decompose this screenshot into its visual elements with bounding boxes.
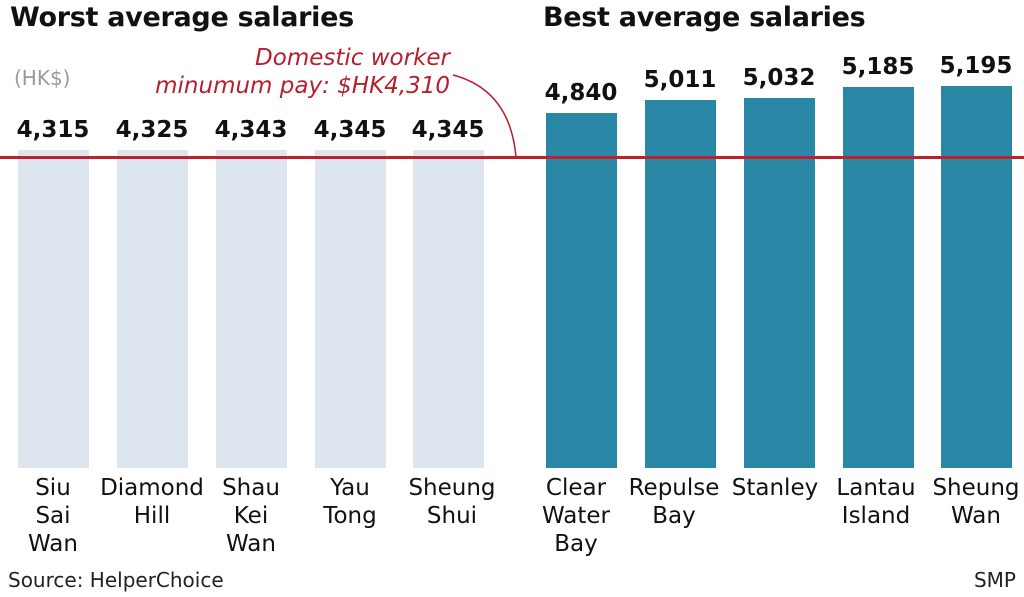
category-label: Clear Water Bay — [542, 475, 610, 557]
bar-clear-water-bay — [546, 113, 617, 468]
bar-siu-sai-wan — [18, 150, 89, 468]
annotation-leader-line — [452, 74, 517, 158]
value-label: 5,185 — [841, 54, 915, 80]
category-label: Siu Sai Wan — [28, 475, 78, 557]
bar-lantau-island — [843, 87, 914, 468]
annotation-line-1: Domestic worker — [255, 45, 450, 71]
bar-stanley — [744, 98, 815, 468]
value-label: 4,345 — [411, 117, 485, 143]
bar-repulse-bay — [645, 100, 716, 468]
best-chart-title: Best average salaries — [543, 2, 866, 33]
annotation-line-2: minumum pay: $HK4,310 — [155, 73, 450, 99]
category-label: Diamond Hill — [100, 475, 204, 529]
category-label: Lantau Island — [836, 475, 916, 529]
unit-label: (HK$) — [14, 66, 71, 90]
value-label: 4,325 — [115, 117, 189, 143]
bar-diamond-hill — [117, 150, 188, 468]
value-label: 5,195 — [939, 53, 1013, 79]
min-pay-reference-line — [0, 156, 1024, 159]
credit-label: SMP — [973, 568, 1016, 592]
value-label: 4,840 — [544, 80, 618, 106]
min-pay-annotation: Domestic worker minumum pay: $HK4,310 — [155, 44, 450, 100]
value-label: 5,032 — [742, 65, 816, 91]
bar-sheung-shui — [413, 150, 484, 468]
category-label: Repulse Bay — [628, 475, 720, 529]
bar-yau-tong — [315, 150, 386, 468]
category-label: Sheung Shui — [408, 475, 496, 529]
bar-shau-kei-wan — [216, 150, 287, 468]
value-label: 4,343 — [214, 117, 288, 143]
value-label: 5,011 — [643, 67, 717, 93]
category-label: Yau Tong — [323, 475, 377, 529]
bar-sheung-wan — [941, 86, 1012, 468]
value-label: 4,315 — [16, 117, 90, 143]
source-note: Source: HelperChoice — [8, 568, 224, 592]
value-label: 4,345 — [313, 117, 387, 143]
category-label: Shau Kei Wan — [222, 475, 280, 557]
worst-chart-title: Worst average salaries — [10, 2, 354, 33]
category-label: Stanley — [731, 475, 819, 501]
category-label: Sheung Wan — [932, 475, 1020, 529]
